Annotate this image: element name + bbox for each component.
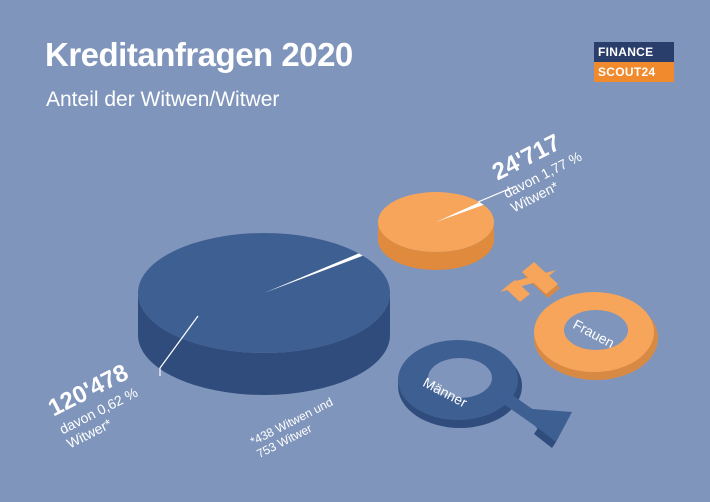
page-title: Kreditanfragen 2020	[45, 36, 353, 73]
pie-men-side	[138, 293, 390, 395]
page-subtitle: Anteil der Witwen/Witwer	[46, 88, 280, 111]
pie-women-side	[378, 222, 494, 270]
pie-women-slice	[436, 202, 484, 222]
logo-line-2: SCOUT24	[594, 62, 674, 82]
pie-women-leader-line	[477, 185, 517, 203]
brand-logo: FINANCE SCOUT24	[594, 42, 674, 82]
pie-men-leader-line	[159, 315, 199, 376]
female-symbol-icon	[500, 262, 658, 380]
pie-men-slice	[264, 253, 363, 293]
logo-line-1: FINANCE	[594, 42, 674, 62]
male-symbol-icon	[398, 340, 572, 448]
pie-women	[378, 185, 517, 270]
pie-men	[138, 233, 390, 395]
